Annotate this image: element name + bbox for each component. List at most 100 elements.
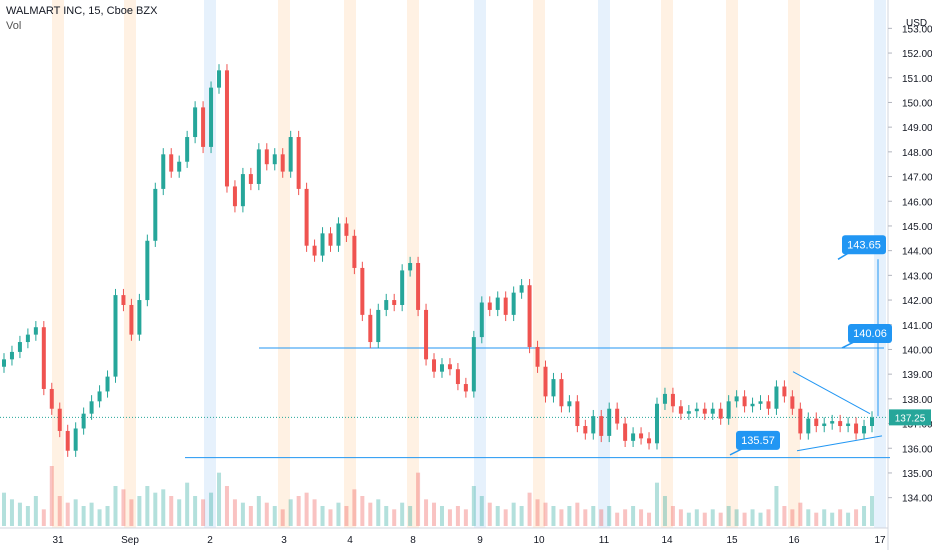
candle-body [670, 393, 675, 407]
volume-bar [543, 502, 548, 526]
candle-body [439, 364, 444, 372]
volume-bar [240, 502, 245, 526]
volume-bar [838, 509, 843, 526]
candle-body [280, 154, 285, 172]
session-band [533, 0, 545, 528]
volume-bar [209, 492, 214, 526]
candle-body [272, 154, 277, 165]
volume-bar [177, 499, 182, 526]
session-band [407, 0, 419, 528]
candle-body [455, 369, 460, 385]
volume-bar [654, 482, 659, 526]
candle-body [639, 433, 644, 439]
candle-body [654, 403, 659, 444]
y-tick-label: 138.00 [902, 395, 932, 406]
candle-body [774, 386, 779, 409]
volume-bar [280, 509, 285, 526]
candle-body [623, 423, 628, 441]
y-tick-label: 146.00 [902, 197, 932, 208]
volume-bar [41, 509, 46, 526]
y-tick-label: 148.00 [902, 148, 932, 159]
volume-bar [264, 502, 269, 526]
y-tick-label: 149.00 [902, 123, 932, 134]
volume-bar [288, 499, 293, 526]
volume-bar [328, 509, 333, 526]
candle-body [400, 270, 405, 305]
candle-body [710, 408, 715, 414]
volume-bar [89, 502, 94, 526]
candle-body [702, 408, 707, 414]
candle-body [81, 413, 86, 429]
candle-body [647, 438, 652, 444]
x-tick-label: 9 [477, 535, 483, 546]
candle-body [814, 418, 819, 427]
volume-bar [662, 496, 667, 526]
volume-bar [599, 509, 604, 526]
volume-bar [686, 512, 691, 526]
candle-body [726, 401, 731, 419]
y-tick-label: 152.00 [902, 49, 932, 60]
candle-body [519, 285, 524, 293]
volume-bar [647, 512, 652, 526]
candle-body [161, 154, 166, 189]
candle-body [49, 388, 54, 409]
symbol-title: WALMART INC, 15, Cboe BZX [6, 5, 158, 17]
triangle-lower-line [796, 435, 883, 452]
x-tick-label: 10 [533, 535, 545, 546]
session-band [726, 0, 738, 528]
candle-body [65, 430, 70, 451]
x-tick-label: 4 [347, 535, 353, 546]
candle-body [384, 300, 389, 310]
volume-bar [368, 502, 373, 526]
candle-body [408, 263, 413, 271]
volume-bar [806, 509, 811, 526]
current-price-tag [889, 409, 931, 426]
candle-body [734, 396, 739, 402]
candle-body [862, 426, 867, 434]
candle-body [368, 314, 373, 343]
candle-body [392, 300, 397, 305]
currency-label: USD [906, 18, 927, 29]
candle-body [591, 416, 596, 434]
candle-body [336, 223, 341, 246]
volume-bar [376, 499, 381, 526]
candle-body [447, 364, 452, 370]
volume-bar [479, 496, 484, 526]
session-band [52, 0, 64, 528]
candle-body [2, 359, 6, 367]
candle-body [256, 149, 261, 184]
y-tick-label: 147.00 [902, 173, 932, 184]
chart-legend: WALMART INC, 15, Cboe BZX Vol [6, 4, 157, 34]
x-tick-label: 3 [281, 535, 287, 546]
y-tick-label: 144.00 [902, 247, 932, 258]
candle-body [463, 384, 468, 392]
candle-body [240, 174, 245, 207]
volume-bar [830, 512, 835, 526]
volume-bar [718, 512, 723, 526]
volume-bar [33, 496, 38, 526]
candle-body [209, 87, 214, 147]
candle-body [854, 423, 859, 434]
candle-body [105, 376, 110, 392]
y-tick-label: 145.00 [902, 222, 932, 233]
candle-body [304, 188, 309, 246]
price-callout-label: 140.06 [853, 328, 887, 340]
candle-body [543, 366, 548, 397]
volume-bar [758, 512, 763, 526]
candle-body [328, 233, 333, 246]
volume-bar [854, 509, 859, 526]
volume-bar [169, 496, 174, 526]
volume-bar [17, 502, 22, 526]
volume-bar [81, 506, 86, 526]
session-band [661, 0, 673, 528]
volume-bar [527, 492, 532, 526]
candle-body [25, 334, 30, 343]
volume-bar [495, 506, 500, 526]
candle-body [89, 401, 94, 414]
volume-bar [862, 506, 867, 526]
candle-body [9, 351, 14, 360]
candle-body [511, 292, 516, 315]
candle-body [503, 297, 508, 315]
y-tick-label: 142.00 [902, 296, 932, 307]
